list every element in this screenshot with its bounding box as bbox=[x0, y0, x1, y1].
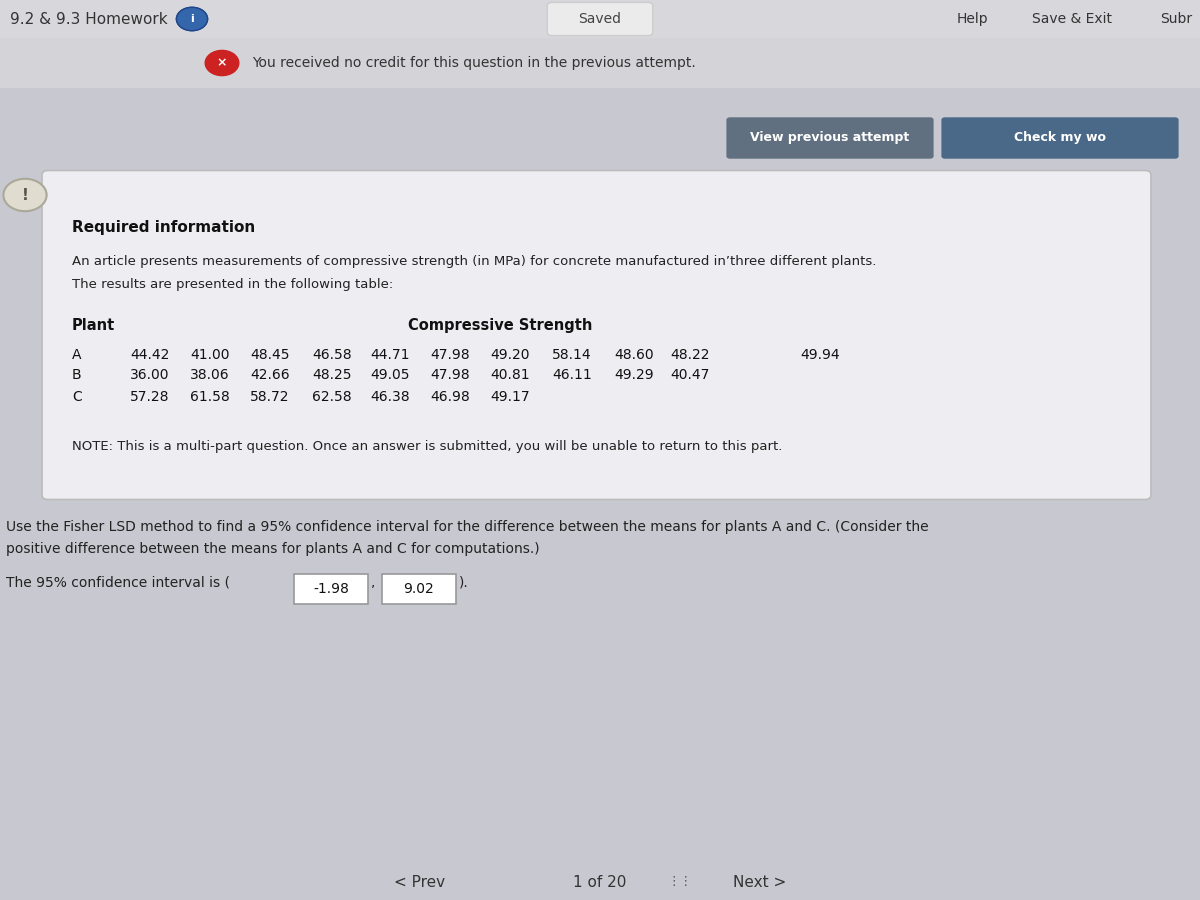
Text: i: i bbox=[190, 14, 194, 24]
Text: 62.58: 62.58 bbox=[312, 390, 352, 404]
Text: positive difference between the means for plants A and C for computations.): positive difference between the means fo… bbox=[6, 542, 540, 556]
Text: Plant: Plant bbox=[72, 318, 115, 333]
FancyBboxPatch shape bbox=[382, 574, 456, 604]
Text: Check my wo: Check my wo bbox=[1014, 131, 1106, 145]
Text: The results are presented in the following table:: The results are presented in the followi… bbox=[72, 278, 394, 291]
Text: 46.98: 46.98 bbox=[430, 390, 469, 404]
Text: 58.72: 58.72 bbox=[250, 390, 289, 404]
Text: Saved: Saved bbox=[578, 12, 622, 26]
Text: A: A bbox=[72, 348, 82, 362]
Text: An article presents measurements of compressive strength (in MPa) for concrete m: An article presents measurements of comp… bbox=[72, 255, 876, 268]
Text: 49.94: 49.94 bbox=[800, 348, 840, 362]
Text: Save & Exit: Save & Exit bbox=[1032, 12, 1111, 26]
Text: 1 of 20: 1 of 20 bbox=[574, 875, 626, 890]
Text: 49.17: 49.17 bbox=[490, 390, 529, 404]
FancyBboxPatch shape bbox=[42, 170, 1151, 500]
Text: ⋮⋮: ⋮⋮ bbox=[667, 875, 692, 888]
Text: The 95% confidence interval is (: The 95% confidence interval is ( bbox=[6, 575, 230, 589]
Circle shape bbox=[176, 7, 208, 31]
Circle shape bbox=[205, 50, 239, 76]
FancyBboxPatch shape bbox=[0, 0, 1200, 38]
Text: 41.00: 41.00 bbox=[190, 348, 229, 362]
Text: 40.47: 40.47 bbox=[670, 368, 709, 382]
Text: 61.58: 61.58 bbox=[190, 390, 229, 404]
FancyBboxPatch shape bbox=[726, 117, 934, 158]
Text: 49.29: 49.29 bbox=[614, 368, 654, 382]
Text: NOTE: This is a multi-part question. Once an answer is submitted, you will be un: NOTE: This is a multi-part question. Onc… bbox=[72, 440, 782, 453]
Text: ).: ). bbox=[458, 575, 469, 589]
Circle shape bbox=[4, 179, 47, 212]
Text: 47.98: 47.98 bbox=[430, 348, 469, 362]
Text: 48.60: 48.60 bbox=[614, 348, 654, 362]
Text: 47.98: 47.98 bbox=[430, 368, 469, 382]
Text: C: C bbox=[72, 390, 82, 404]
Text: Subr: Subr bbox=[1160, 12, 1192, 26]
Text: You received no credit for this question in the previous attempt.: You received no credit for this question… bbox=[252, 56, 696, 70]
Text: 44.42: 44.42 bbox=[130, 348, 169, 362]
FancyBboxPatch shape bbox=[0, 38, 1200, 88]
Text: 42.66: 42.66 bbox=[250, 368, 289, 382]
Text: 46.38: 46.38 bbox=[370, 390, 409, 404]
Text: 36.00: 36.00 bbox=[130, 368, 169, 382]
Text: 58.14: 58.14 bbox=[552, 348, 592, 362]
FancyBboxPatch shape bbox=[294, 574, 368, 604]
Text: B: B bbox=[72, 368, 82, 382]
FancyBboxPatch shape bbox=[547, 3, 653, 36]
Text: 44.71: 44.71 bbox=[370, 348, 409, 362]
Text: Help: Help bbox=[956, 12, 988, 26]
Text: Next >: Next > bbox=[733, 875, 787, 890]
Text: Use the Fisher LSD method to find a 95% confidence interval for the difference b: Use the Fisher LSD method to find a 95% … bbox=[6, 520, 929, 534]
Text: 46.11: 46.11 bbox=[552, 368, 592, 382]
Text: 49.05: 49.05 bbox=[370, 368, 409, 382]
Text: 38.06: 38.06 bbox=[190, 368, 229, 382]
Text: 49.20: 49.20 bbox=[490, 348, 529, 362]
Text: 57.28: 57.28 bbox=[130, 390, 169, 404]
Text: Compressive Strength: Compressive Strength bbox=[408, 318, 592, 333]
Text: 48.45: 48.45 bbox=[250, 348, 289, 362]
Text: -1.98: -1.98 bbox=[313, 582, 349, 596]
Text: Required information: Required information bbox=[72, 220, 256, 235]
Text: View previous attempt: View previous attempt bbox=[750, 131, 910, 145]
Text: 48.22: 48.22 bbox=[670, 348, 709, 362]
Text: 46.58: 46.58 bbox=[312, 348, 352, 362]
Text: ×: × bbox=[217, 57, 227, 69]
Text: 40.81: 40.81 bbox=[490, 368, 529, 382]
Text: 9.2 & 9.3 Homework: 9.2 & 9.3 Homework bbox=[10, 12, 167, 26]
Text: ,: , bbox=[371, 575, 376, 589]
Text: 9.02: 9.02 bbox=[403, 582, 434, 596]
FancyBboxPatch shape bbox=[942, 117, 1178, 158]
Text: < Prev: < Prev bbox=[395, 875, 445, 890]
Text: !: ! bbox=[22, 187, 29, 202]
Text: 48.25: 48.25 bbox=[312, 368, 352, 382]
